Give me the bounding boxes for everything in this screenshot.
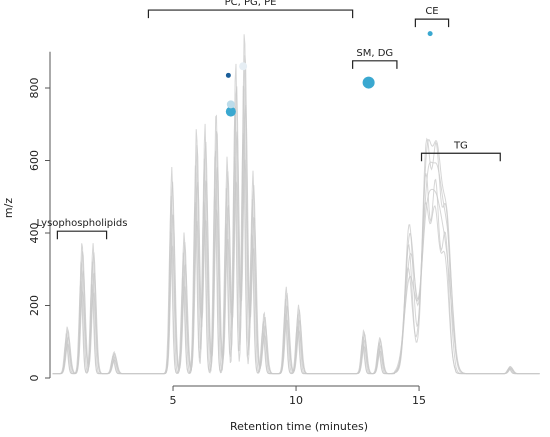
chromatogram-traces [52, 34, 540, 375]
y-tick-label: 0 [28, 375, 41, 382]
data-point [239, 62, 248, 71]
chromatogram-trace [52, 133, 540, 375]
x-axis-title: Retention time (minutes) [230, 420, 368, 433]
data-point [226, 100, 235, 109]
annotation-bracket [147, 9, 354, 19]
y-tick-label: 800 [28, 78, 41, 99]
y-tick-label: 600 [28, 150, 41, 171]
annotation-label: PC, PG, PE [225, 0, 277, 8]
annotation-bracket [56, 230, 108, 240]
y-axis-title: m/z [2, 198, 15, 218]
lipid-class-annotations: Lysophospholipids PC, PG, PE SM, DG CE TG [37, 0, 501, 240]
annotation-label: SM, DG [356, 48, 393, 59]
data-point [225, 106, 236, 117]
annotation-bracket [420, 152, 501, 162]
x-tick-label: 5 [170, 394, 177, 407]
x-tick-label: 15 [412, 394, 426, 407]
x-tick-label: 10 [289, 394, 303, 407]
data-points [225, 31, 433, 117]
data-point [225, 72, 231, 78]
chromatogram-trace [52, 85, 540, 375]
annotation-bracket [414, 18, 450, 28]
y-axis-ticks: 0 200 400 600 800 [28, 78, 50, 382]
annotation-label: Lysophospholipids [37, 218, 128, 229]
chromatogram-trace [52, 55, 540, 375]
data-point [427, 31, 433, 37]
annotation-bracket [352, 60, 398, 69]
y-tick-label: 200 [28, 295, 41, 316]
data-point [362, 76, 375, 89]
x-axis-ticks: 5 10 15 [170, 386, 426, 407]
annotation-label: CE [425, 6, 438, 17]
y-tick-label: 400 [28, 223, 41, 244]
chromatogram-trace [52, 159, 540, 375]
annotation-label: TG [453, 140, 468, 151]
chromatogram-trace [52, 34, 540, 375]
